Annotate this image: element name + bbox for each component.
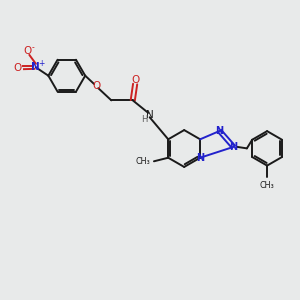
- Text: N: N: [215, 126, 223, 136]
- Text: N: N: [230, 142, 238, 152]
- Text: N: N: [32, 62, 40, 72]
- Text: N: N: [196, 153, 204, 163]
- Text: +: +: [38, 59, 44, 68]
- Text: CH₃: CH₃: [135, 157, 150, 166]
- Text: -: -: [32, 43, 34, 52]
- Text: O: O: [24, 46, 32, 56]
- Text: N: N: [146, 110, 154, 120]
- Text: O: O: [132, 75, 140, 85]
- Text: O: O: [13, 63, 22, 73]
- Text: CH₃: CH₃: [260, 181, 274, 190]
- Text: O: O: [92, 81, 100, 91]
- Text: H: H: [141, 115, 148, 124]
